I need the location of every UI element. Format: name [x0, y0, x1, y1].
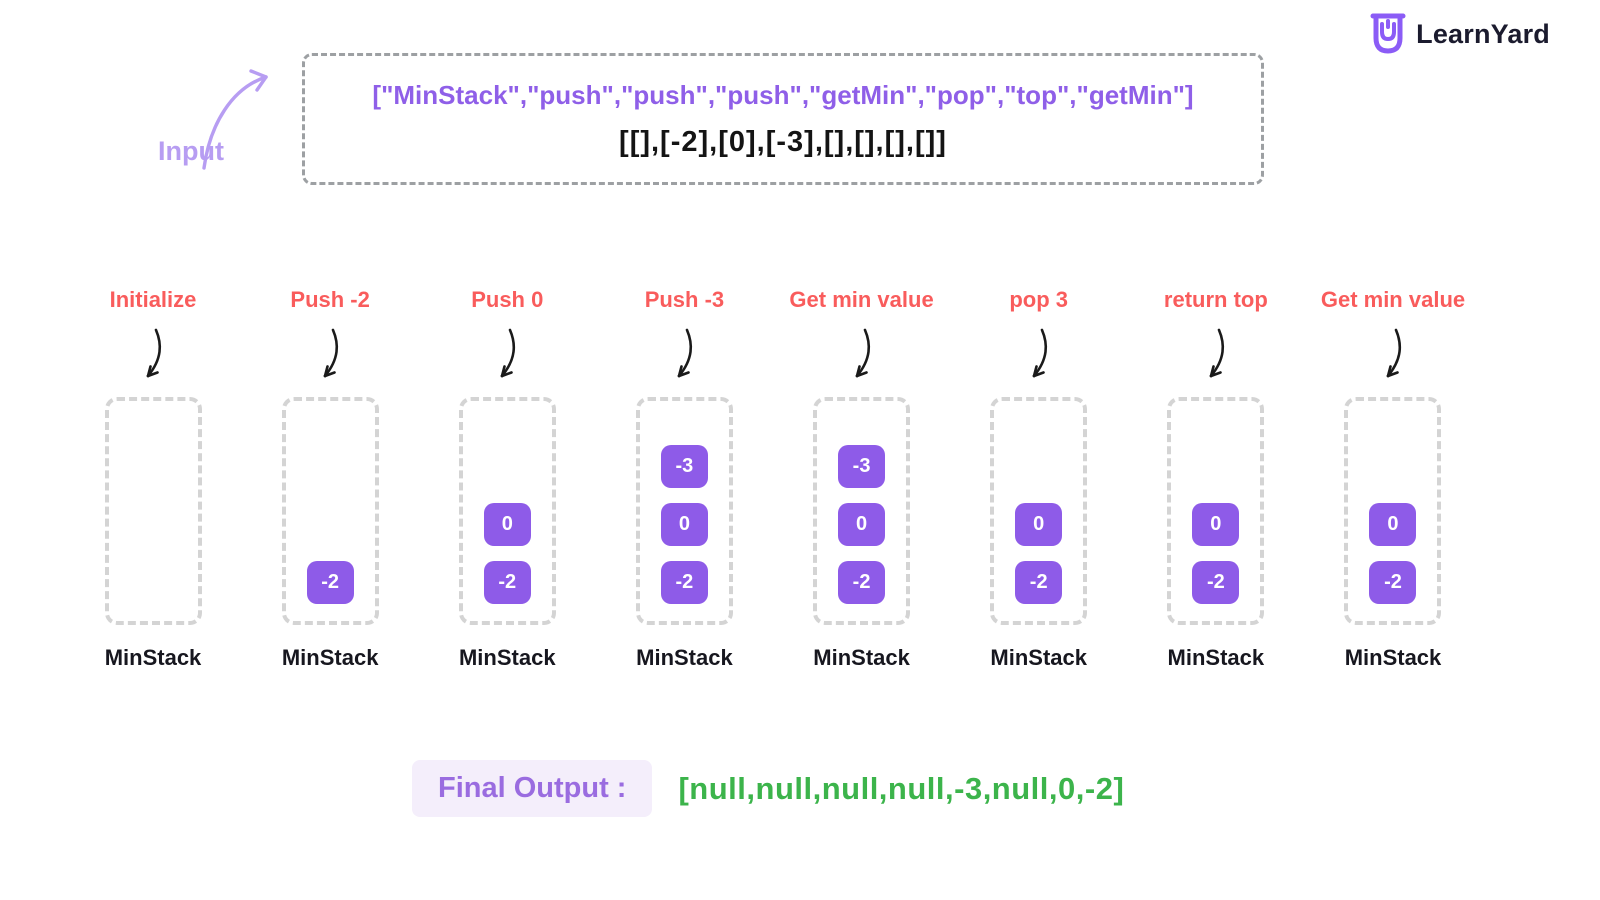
stack-container: 0 -2 — [1344, 397, 1442, 625]
input-commands: ["MinStack","push","push","push","getMin… — [372, 79, 1194, 110]
learnyard-logo: LearnYard — [1369, 12, 1550, 56]
step-column-push-0: Push 0 0 -2 MinStack — [427, 285, 587, 671]
step-label: Push -3 — [644, 287, 725, 312]
stack-item: 0 — [483, 503, 531, 546]
final-output-row: Final Output : [null,null,null,null,-3,n… — [412, 760, 1124, 817]
input-arrow-icon — [202, 69, 268, 170]
final-output-badge: Final Output : — [412, 760, 653, 817]
stack-item: -3 — [660, 445, 708, 488]
step-column-getmin-1: Get min value -3 0 -2 MinStack — [782, 285, 942, 671]
stack-item: -2 — [838, 561, 886, 604]
curved-down-arrow-icon — [678, 328, 693, 378]
stack-container: 0 -2 — [458, 397, 556, 625]
curved-down-arrow-icon — [323, 328, 339, 378]
stack-item: -2 — [483, 561, 531, 604]
curved-down-arrow-icon — [146, 328, 162, 378]
stack-name: MinStack — [813, 645, 910, 670]
stack-container: -2 — [281, 397, 379, 625]
step-column-top: return top 0 -2 MinStack — [1136, 285, 1296, 671]
curved-down-arrow-icon — [855, 328, 870, 378]
stack-container: 0 -2 — [1167, 397, 1265, 625]
stack-item: -2 — [660, 561, 708, 604]
logo-text: LearnYard — [1416, 18, 1550, 49]
step-label: return top — [1163, 287, 1268, 312]
stack-item: -3 — [838, 445, 886, 488]
stack-item: 0 — [660, 503, 708, 546]
stack-item: 0 — [1192, 503, 1240, 546]
step-column-getmin-2: Get min value 0 -2 MinStack — [1313, 285, 1473, 671]
stack-name: MinStack — [104, 645, 202, 670]
step-column-push-3: Push -3 -3 0 -2 MinStack — [604, 285, 764, 671]
final-output-value: [null,null,null,null,-3,null,0,-2] — [678, 770, 1125, 806]
stack-name: MinStack — [458, 645, 556, 670]
stack-item: -2 — [1015, 561, 1063, 604]
input-arguments: [[],[-2],[0],[-3],[],[],[],[]] — [619, 125, 947, 158]
step-column-pop: pop 3 0 -2 MinStack — [959, 285, 1119, 671]
step-label: Get min value — [789, 287, 934, 312]
stack-container: 0 -2 — [990, 397, 1088, 625]
stack-item: -2 — [1369, 561, 1417, 604]
step-label: Get min value — [1320, 287, 1466, 312]
curved-down-arrow-icon — [1386, 328, 1402, 378]
step-label: Initialize — [109, 287, 197, 312]
steps-row: Initialize MinStack Push -2 -2 MinStack … — [73, 285, 1473, 671]
stack-item: -2 — [306, 561, 354, 604]
stack-container: -3 0 -2 — [635, 397, 733, 625]
input-label: Input — [158, 136, 224, 166]
stack-item: 0 — [1369, 503, 1417, 546]
step-label: Push 0 — [471, 287, 544, 312]
curved-down-arrow-icon — [1032, 328, 1047, 378]
stack-item: 0 — [838, 503, 886, 546]
step-column-push-2: Push -2 -2 MinStack — [250, 285, 410, 671]
step-label: pop 3 — [1009, 287, 1069, 312]
curved-down-arrow-icon — [500, 328, 516, 378]
stack-name: MinStack — [1167, 645, 1265, 670]
stack-container — [104, 397, 202, 625]
curved-down-arrow-icon — [1209, 328, 1224, 378]
stack-name: MinStack — [281, 645, 379, 670]
stack-name: MinStack — [990, 645, 1087, 670]
stack-item: -2 — [1192, 561, 1240, 604]
input-box: ["MinStack","push","push","push","getMin… — [302, 53, 1264, 185]
step-column-initialize: Initialize MinStack — [73, 285, 233, 671]
stack-container: -3 0 -2 — [813, 397, 911, 625]
learnyard-shield-icon — [1370, 13, 1406, 54]
stack-item: 0 — [1015, 503, 1063, 546]
stack-name: MinStack — [636, 645, 733, 670]
stack-name: MinStack — [1344, 645, 1442, 670]
step-label: Push -2 — [290, 287, 370, 312]
